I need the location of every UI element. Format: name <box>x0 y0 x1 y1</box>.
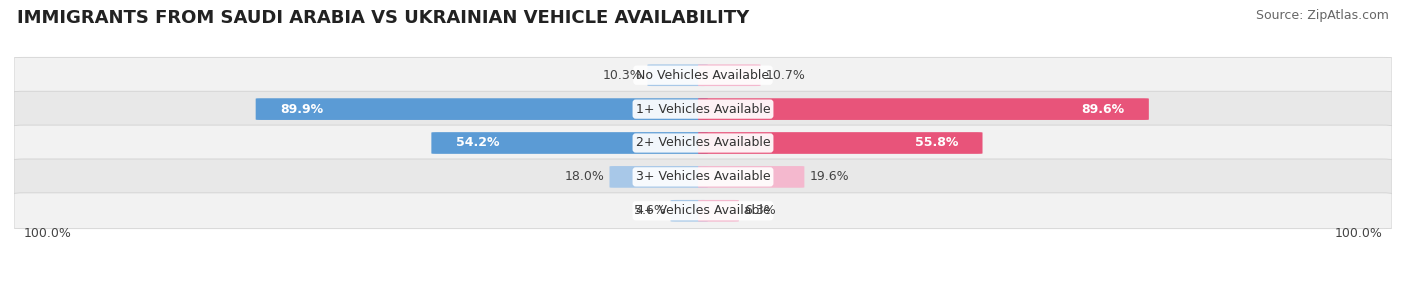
Text: 1+ Vehicles Available: 1+ Vehicles Available <box>636 103 770 116</box>
Text: 3+ Vehicles Available: 3+ Vehicles Available <box>636 170 770 183</box>
Text: Source: ZipAtlas.com: Source: ZipAtlas.com <box>1256 9 1389 21</box>
FancyBboxPatch shape <box>697 200 740 222</box>
Text: 55.8%: 55.8% <box>914 136 957 150</box>
FancyBboxPatch shape <box>14 159 1392 195</box>
FancyBboxPatch shape <box>671 200 709 222</box>
Text: 2+ Vehicles Available: 2+ Vehicles Available <box>636 136 770 150</box>
Text: 19.6%: 19.6% <box>810 170 849 183</box>
FancyBboxPatch shape <box>697 132 983 154</box>
FancyBboxPatch shape <box>256 98 709 120</box>
Text: 6.3%: 6.3% <box>744 204 776 217</box>
Text: IMMIGRANTS FROM SAUDI ARABIA VS UKRAINIAN VEHICLE AVAILABILITY: IMMIGRANTS FROM SAUDI ARABIA VS UKRAINIA… <box>17 9 749 27</box>
Text: 54.2%: 54.2% <box>456 136 499 150</box>
FancyBboxPatch shape <box>432 132 709 154</box>
Text: 10.7%: 10.7% <box>765 69 806 82</box>
FancyBboxPatch shape <box>697 166 804 188</box>
FancyBboxPatch shape <box>14 125 1392 161</box>
FancyBboxPatch shape <box>610 166 707 188</box>
FancyBboxPatch shape <box>647 64 709 86</box>
Text: 89.6%: 89.6% <box>1081 103 1125 116</box>
Text: 5.6%: 5.6% <box>634 204 665 217</box>
Text: 100.0%: 100.0% <box>24 227 72 240</box>
Text: 100.0%: 100.0% <box>1334 227 1382 240</box>
Text: No Vehicles Available: No Vehicles Available <box>637 69 769 82</box>
Text: 18.0%: 18.0% <box>565 170 605 183</box>
Text: 4+ Vehicles Available: 4+ Vehicles Available <box>636 204 770 217</box>
FancyBboxPatch shape <box>14 193 1392 229</box>
FancyBboxPatch shape <box>697 98 1149 120</box>
FancyBboxPatch shape <box>14 91 1392 127</box>
Text: 10.3%: 10.3% <box>603 69 643 82</box>
Text: 89.9%: 89.9% <box>280 103 323 116</box>
FancyBboxPatch shape <box>697 64 761 86</box>
FancyBboxPatch shape <box>14 57 1392 93</box>
